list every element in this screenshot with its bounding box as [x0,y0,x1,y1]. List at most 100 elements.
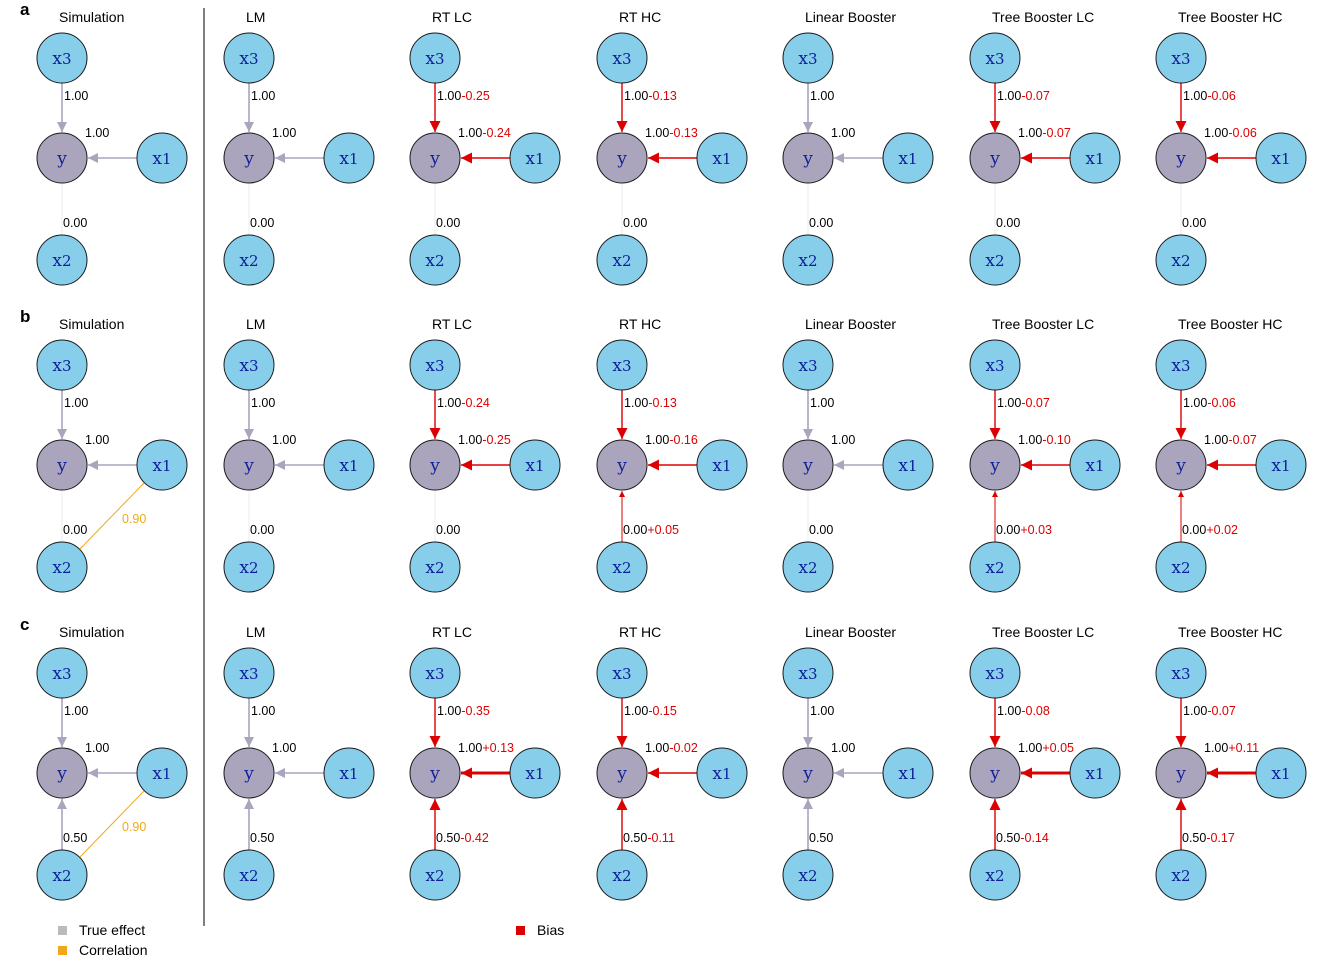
correlation-value: 0.90 [122,512,146,526]
graph-c-col-1: LM 1.00 1.00 0.50 x3 y x1 x2 [223,624,375,901]
edge-x1-value: 1.00-0.13 [645,126,698,140]
edge-x1-value: 1.00+0.13 [458,741,514,755]
node-x3-label: x3 [798,356,817,376]
edge-x2-value: 0.50-0.17 [1182,831,1235,845]
node-x1: x1 [1069,747,1121,799]
node-y: y [1155,132,1207,184]
node-x3-label: x3 [1171,664,1190,684]
edge-x3-value: 1.00 [810,396,834,410]
graph-b-col-1: LM 1.00 1.00 0.00 x3 y x1 x2 [223,316,375,593]
node-x3: x3 [782,339,834,391]
graph-c-col-2: RT LC 1.00-0.35 1.00+0.13 0.50-0.42 x3 y x1 x2 [409,624,561,901]
node-y-label: y [616,149,627,169]
column-title: Tree Booster LC [992,316,1094,332]
column-title: RT LC [432,624,472,640]
node-x1-label: x1 [1085,456,1104,476]
node-x2-label: x2 [612,251,631,271]
column-title: Simulation [59,316,124,332]
legend-bias-label: Bias [537,922,564,938]
node-x1: x1 [1255,132,1307,184]
node-x3-label: x3 [612,49,631,69]
node-x3: x3 [223,647,275,699]
graph-c-col-3: RT HC 1.00-0.15 1.00-0.02 0.50-0.11 x3 y x1 x2 [596,624,748,901]
node-x2: x2 [1155,234,1207,286]
edge-x3-value: 1.00 [64,396,88,410]
graph-b-col-4: Linear Booster 1.00 1.00 0.00 x3 y x1 x2 [782,316,934,593]
node-x1: x1 [509,132,561,184]
node-x3: x3 [36,339,88,391]
node-x2-label: x2 [425,558,444,578]
node-x1-label: x1 [525,456,544,476]
panel-letter: a [20,0,30,19]
node-y: y [969,132,1021,184]
column-title: Tree Booster HC [1178,316,1283,332]
node-x2-label: x2 [612,866,631,886]
node-x1-label: x1 [898,149,917,169]
edge-x2-value: 0.50-0.42 [436,831,489,845]
node-x2: x2 [1155,849,1207,901]
node-x1-label: x1 [898,764,917,784]
panel-c: c Simulation 0.90 1.00 1.00 0.50 x3 y x1 x2 LM 1.00… [20,615,1307,901]
node-x2: x2 [409,849,461,901]
node-y: y [596,747,648,799]
node-x1-label: x1 [1085,764,1104,784]
edge-x3-value: 1.00 [64,89,88,103]
node-y-label: y [989,764,1000,784]
edge-x2-value: 0.00 [63,216,87,230]
graph-b-col-5: Tree Booster LC 1.00-0.07 1.00-0.10 0.00+0.… [969,316,1121,593]
node-x3-label: x3 [985,49,1004,69]
node-x2-label: x2 [425,251,444,271]
node-x2: x2 [223,234,275,286]
node-x1: x1 [1069,439,1121,491]
node-x2: x2 [36,234,88,286]
edge-x3-value: 1.00 [251,704,275,718]
node-y-label: y [1175,764,1186,784]
edge-x3-value: 1.00 [810,704,834,718]
column-title: RT LC [432,9,472,25]
node-x2-label: x2 [239,558,258,578]
node-y-label: y [56,149,67,169]
node-y: y [409,439,461,491]
column-title: Simulation [59,624,124,640]
node-x1: x1 [323,747,375,799]
node-x2: x2 [409,541,461,593]
edge-x1-value: 1.00 [85,126,109,140]
edge-x2-value: 0.00 [809,523,833,537]
node-x3: x3 [409,647,461,699]
correlation-value: 0.90 [122,820,146,834]
node-x3-label: x3 [985,664,1004,684]
node-x1-label: x1 [525,764,544,784]
node-x1: x1 [696,132,748,184]
edge-x3-value: 1.00-0.07 [1183,704,1236,718]
column-title: LM [246,316,265,332]
node-x1-label: x1 [1271,764,1290,784]
node-x3-label: x3 [798,49,817,69]
edge-x3-value: 1.00-0.13 [624,396,677,410]
node-x2-label: x2 [1171,866,1190,886]
graph-b-col-2: RT LC 1.00-0.24 1.00-0.25 0.00 x3 y x1 x2 [409,316,561,593]
node-x1: x1 [323,439,375,491]
edge-x1-value: 1.00-0.16 [645,433,698,447]
node-y: y [969,747,1021,799]
node-x2: x2 [1155,541,1207,593]
legend: True effect Correlation Bias [58,922,564,958]
column-title: LM [246,9,265,25]
node-y: y [596,439,648,491]
node-x1-label: x1 [339,764,358,784]
edge-x1-value: 1.00-0.25 [458,433,511,447]
node-x3: x3 [969,647,1021,699]
node-x1: x1 [1255,747,1307,799]
node-x2: x2 [596,849,648,901]
node-x1-label: x1 [1085,149,1104,169]
node-x1: x1 [136,747,188,799]
node-x1-label: x1 [339,149,358,169]
node-y: y [969,439,1021,491]
edge-x3-value: 1.00 [251,89,275,103]
edge-x3-value: 1.00 [64,704,88,718]
node-x1: x1 [882,132,934,184]
legend-bias-swatch [516,926,525,935]
edge-x1-value: 1.00 [831,433,855,447]
node-x2-label: x2 [52,558,71,578]
node-y-label: y [1175,456,1186,476]
node-x3-label: x3 [985,356,1004,376]
